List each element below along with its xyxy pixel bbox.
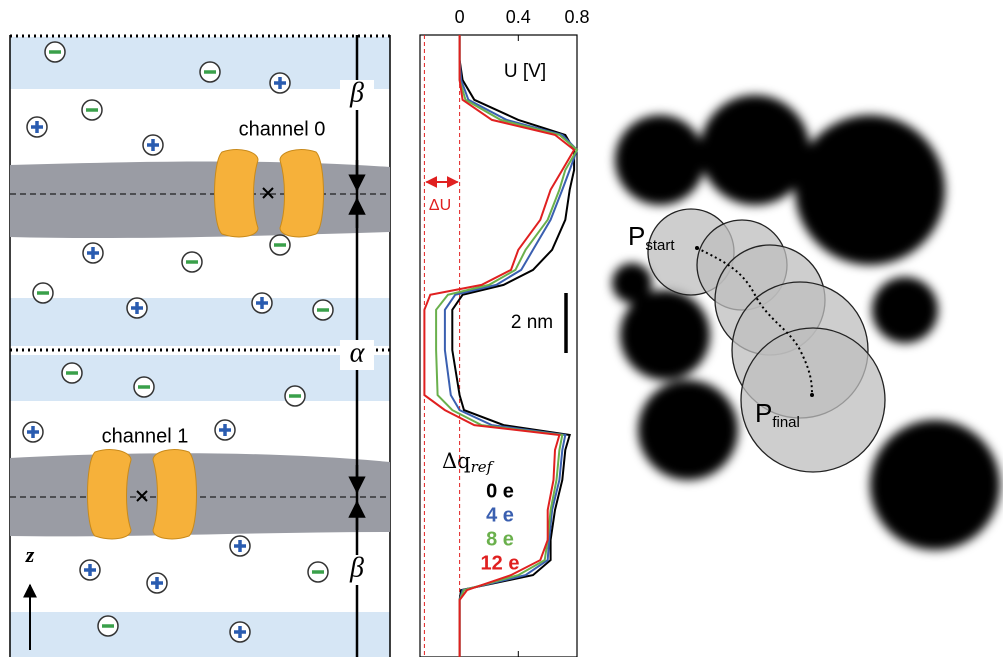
start-sub: start bbox=[645, 237, 675, 254]
channel-protein bbox=[88, 450, 132, 539]
channel-label: channel 1 bbox=[102, 425, 189, 447]
membrane bbox=[10, 453, 390, 536]
channel-protein bbox=[280, 150, 324, 237]
final-p: P bbox=[755, 398, 772, 428]
legend-title-sub: ref bbox=[471, 458, 495, 476]
figure: β α β channel 0 channel 1 z U [V] 2 nm Δ… bbox=[0, 0, 1003, 657]
atom bbox=[872, 277, 938, 343]
chart: U [V] 2 nm ΔU Δqref 0 0.4 0.8 0 e4 e8 e12 e bbox=[420, 7, 590, 657]
channel-protein bbox=[153, 450, 197, 539]
channel-schematic: β α β channel 0 channel 1 z bbox=[10, 35, 390, 657]
membrane bbox=[10, 161, 390, 238]
atom bbox=[615, 115, 705, 205]
final-sub: final bbox=[772, 414, 800, 431]
x-tick-label: 0 bbox=[455, 7, 465, 27]
sphere-diagram: Pstart Pfinal bbox=[612, 95, 1000, 550]
region-label: β bbox=[349, 77, 364, 108]
legend-title-main: Δq bbox=[442, 449, 471, 473]
delta-u-label: ΔU bbox=[429, 197, 451, 214]
legend-entry: 0 e bbox=[486, 480, 514, 502]
channel-label: channel 0 bbox=[239, 118, 326, 140]
atom bbox=[700, 95, 810, 205]
region-label: α bbox=[350, 337, 366, 368]
atom bbox=[620, 290, 710, 380]
water-band bbox=[10, 298, 390, 346]
legend-title: Δqref bbox=[442, 449, 495, 477]
z-label: z bbox=[25, 542, 35, 567]
channel-protein bbox=[215, 150, 259, 237]
legend-entry: 8 e bbox=[486, 528, 514, 550]
water-band bbox=[10, 612, 390, 657]
legend-entry: 4 e bbox=[486, 504, 514, 526]
axis-label: U [V] bbox=[504, 61, 546, 82]
atom bbox=[638, 380, 738, 480]
point bbox=[810, 393, 814, 397]
point bbox=[695, 246, 699, 250]
scale-bar-label: 2 nm bbox=[511, 312, 553, 333]
atom bbox=[795, 115, 945, 265]
x-tick-label: 0.8 bbox=[564, 7, 589, 27]
region-label: β bbox=[349, 552, 364, 583]
start-p: P bbox=[628, 221, 645, 251]
atom bbox=[870, 420, 1000, 550]
x-tick-label: 0.4 bbox=[506, 7, 531, 27]
legend-entry: 12 e bbox=[481, 552, 520, 574]
water-band bbox=[10, 37, 390, 89]
